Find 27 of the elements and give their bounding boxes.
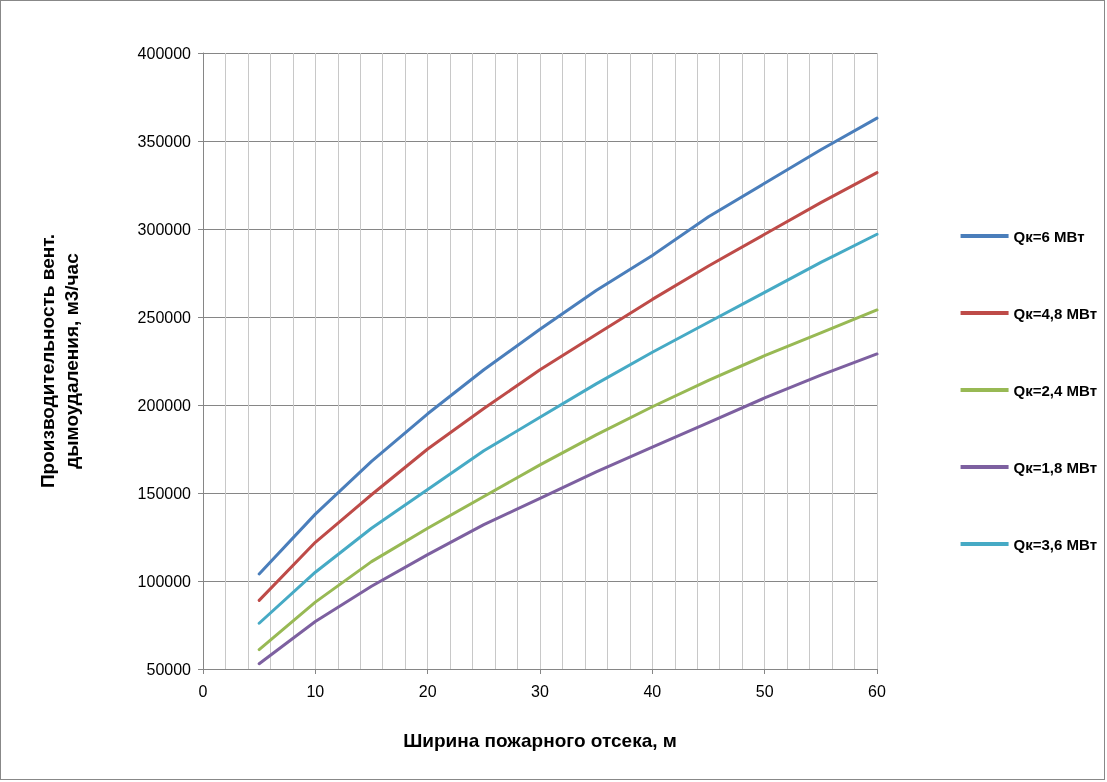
line-series bbox=[257, 116, 879, 576]
x-axis-title: Ширина пожарного отсека, м bbox=[403, 730, 677, 751]
y-axis-title: Производительность вент. дымоудаления, м3/час bbox=[36, 233, 82, 489]
y-tick-label: 250000 bbox=[137, 308, 192, 326]
x-tick-label: 20 bbox=[418, 682, 437, 700]
y-tick-label: 200000 bbox=[137, 396, 192, 414]
y-tick-label: 50000 bbox=[146, 660, 192, 678]
y-tick-label: 350000 bbox=[137, 132, 192, 150]
x-tick-label: 60 bbox=[868, 682, 886, 700]
x-tick-label: 10 bbox=[306, 682, 325, 700]
line-series bbox=[257, 308, 879, 652]
legend-label: Qк=1,8 МВт bbox=[1013, 458, 1098, 476]
y-tick-label: 400000 bbox=[137, 44, 192, 62]
x-tick-label: 50 bbox=[755, 682, 774, 700]
x-tick-label: 40 bbox=[643, 682, 662, 700]
legend-label: Qк=4,8 МВт bbox=[1013, 304, 1098, 322]
line-series bbox=[257, 352, 879, 666]
y-tick-label: 150000 bbox=[137, 484, 192, 502]
y-tick-label: 100000 bbox=[137, 572, 192, 590]
line-series bbox=[257, 232, 879, 625]
x-tick-label: 0 bbox=[198, 682, 208, 700]
y-tick-label: 300000 bbox=[137, 220, 192, 238]
legend-label: Qк=2,4 МВт bbox=[1013, 381, 1098, 399]
line-series bbox=[257, 171, 879, 602]
x-tick-label: 30 bbox=[531, 682, 549, 700]
legend-label: Qк=3,6 МВт bbox=[1013, 535, 1098, 553]
legend-label: Qк=6 МВт bbox=[1013, 227, 1085, 245]
